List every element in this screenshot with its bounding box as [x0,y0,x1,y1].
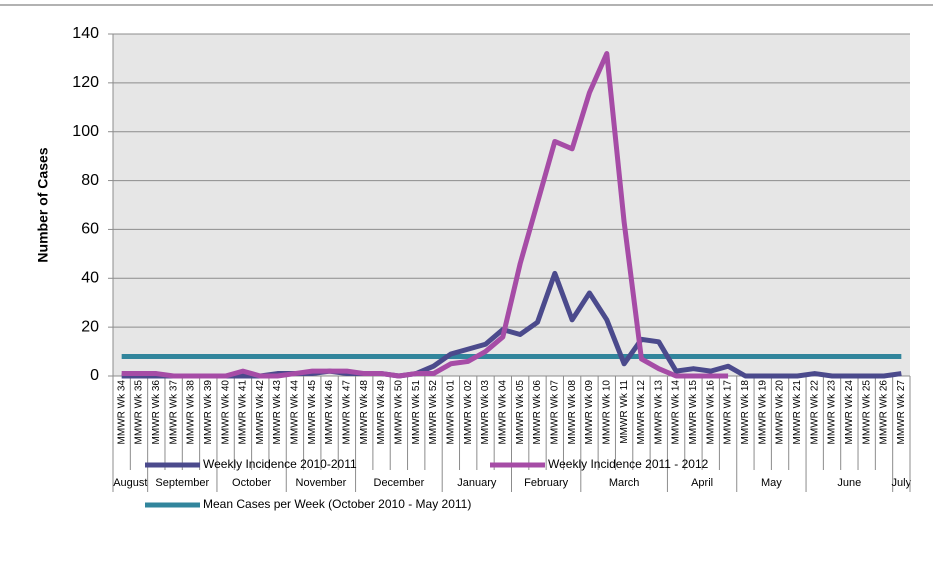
x-tick-label: MMWR Wk 08 [567,380,578,445]
x-tick-label: MMWR Wk 47 [342,380,353,445]
x-tick-label: MMWR Wk 26 [879,380,890,445]
x-tick-label: MMWR Wk 39 [203,380,214,445]
x-tick-label: MMWR Wk 01 [445,380,456,445]
y-tick-label: 20 [81,318,99,335]
month-label: December [374,477,425,489]
y-tick-label: 80 [81,172,99,189]
x-tick-label: MMWR Wk 10 [601,380,612,445]
x-tick-label: MMWR Wk 16 [705,380,716,445]
x-tick-label: MMWR Wk 40 [220,380,231,445]
month-label: July [892,477,912,489]
x-tick-label: MMWR Wk 05 [515,380,526,445]
x-tick-label: MMWR Wk 23 [827,380,838,445]
month-label: September [155,477,209,489]
month-label: February [524,477,569,489]
x-tick-label: MMWR Wk 14 [671,380,682,445]
y-tick-label: 140 [72,25,99,42]
x-tick-label: MMWR Wk 46 [324,380,335,445]
x-tick-label: MMWR Wk 35 [134,380,145,445]
month-label: March [609,477,640,489]
x-tick-label: MMWR Wk 34 [116,380,127,445]
x-tick-label: MMWR Wk 02 [463,380,474,445]
plot-area [113,34,910,376]
x-tick-label: MMWR Wk 12 [636,380,647,445]
x-tick-label: MMWR Wk 25 [861,380,872,445]
x-tick-label: MMWR Wk 37 [168,380,179,445]
month-label: November [296,477,347,489]
y-tick-label: 40 [81,270,99,287]
x-tick-label: MMWR Wk 07 [549,380,560,445]
legend-label: Weekly Incidence 2011 - 2012 [548,457,709,471]
x-tick-label: MMWR Wk 21 [792,380,803,445]
y-tick-label: 100 [72,123,99,140]
x-tick-label: MMWR Wk 18 [740,380,751,445]
x-tick-label: MMWR Wk 17 [723,380,734,445]
x-tick-label: MMWR Wk 27 [896,380,907,445]
month-label: October [232,477,271,489]
month-label: May [761,477,782,489]
x-tick-label: MMWR Wk 19 [757,380,768,445]
x-tick-label: MMWR Wk 09 [584,380,595,445]
series-line [121,51,729,379]
x-tick-label: MMWR Wk 45 [307,380,318,445]
month-label: June [837,477,861,489]
x-tick-label: MMWR Wk 52 [428,380,439,445]
y-tick-label: 0 [90,367,99,384]
month-label: April [691,477,713,489]
x-tick-label: MMWR Wk 44 [290,380,301,445]
x-tick-label: MMWR Wk 13 [653,380,664,445]
x-tick-label: MMWR Wk 20 [775,380,786,445]
x-tick-label: MMWR Wk 03 [480,380,491,445]
x-tick-label: MMWR Wk 06 [532,380,543,445]
x-tick-label: MMWR Wk 48 [359,380,370,445]
x-tick-label: MMWR Wk 04 [497,380,508,445]
x-tick-label: MMWR Wk 36 [151,380,162,445]
legend-label: Mean Cases per Week (October 2010 - May … [203,497,471,511]
y-tick-label: 120 [72,74,99,91]
y-axis-label: Number of Cases [35,147,51,262]
x-tick-label: MMWR Wk 41 [238,380,249,445]
x-tick-label: MMWR Wk 50 [394,380,405,445]
x-tick-label: MMWR Wk 49 [376,380,387,445]
x-tick-label: MMWR Wk 15 [688,380,699,445]
y-tick-label: 60 [81,221,99,238]
x-tick-label: MMWR Wk 24 [844,380,855,445]
x-tick-label: MMWR Wk 51 [411,380,422,445]
month-label: August [113,477,147,489]
x-tick-label: MMWR Wk 22 [809,380,820,445]
x-tick-label: MMWR Wk 42 [255,380,266,445]
month-label: January [457,477,497,489]
x-tick-label: MMWR Wk 11 [619,380,630,444]
x-tick-label: MMWR Wk 43 [272,380,283,445]
x-tick-label: MMWR Wk 38 [186,380,197,445]
legend-label: Weekly Incidence 2010-2011 [203,457,357,471]
